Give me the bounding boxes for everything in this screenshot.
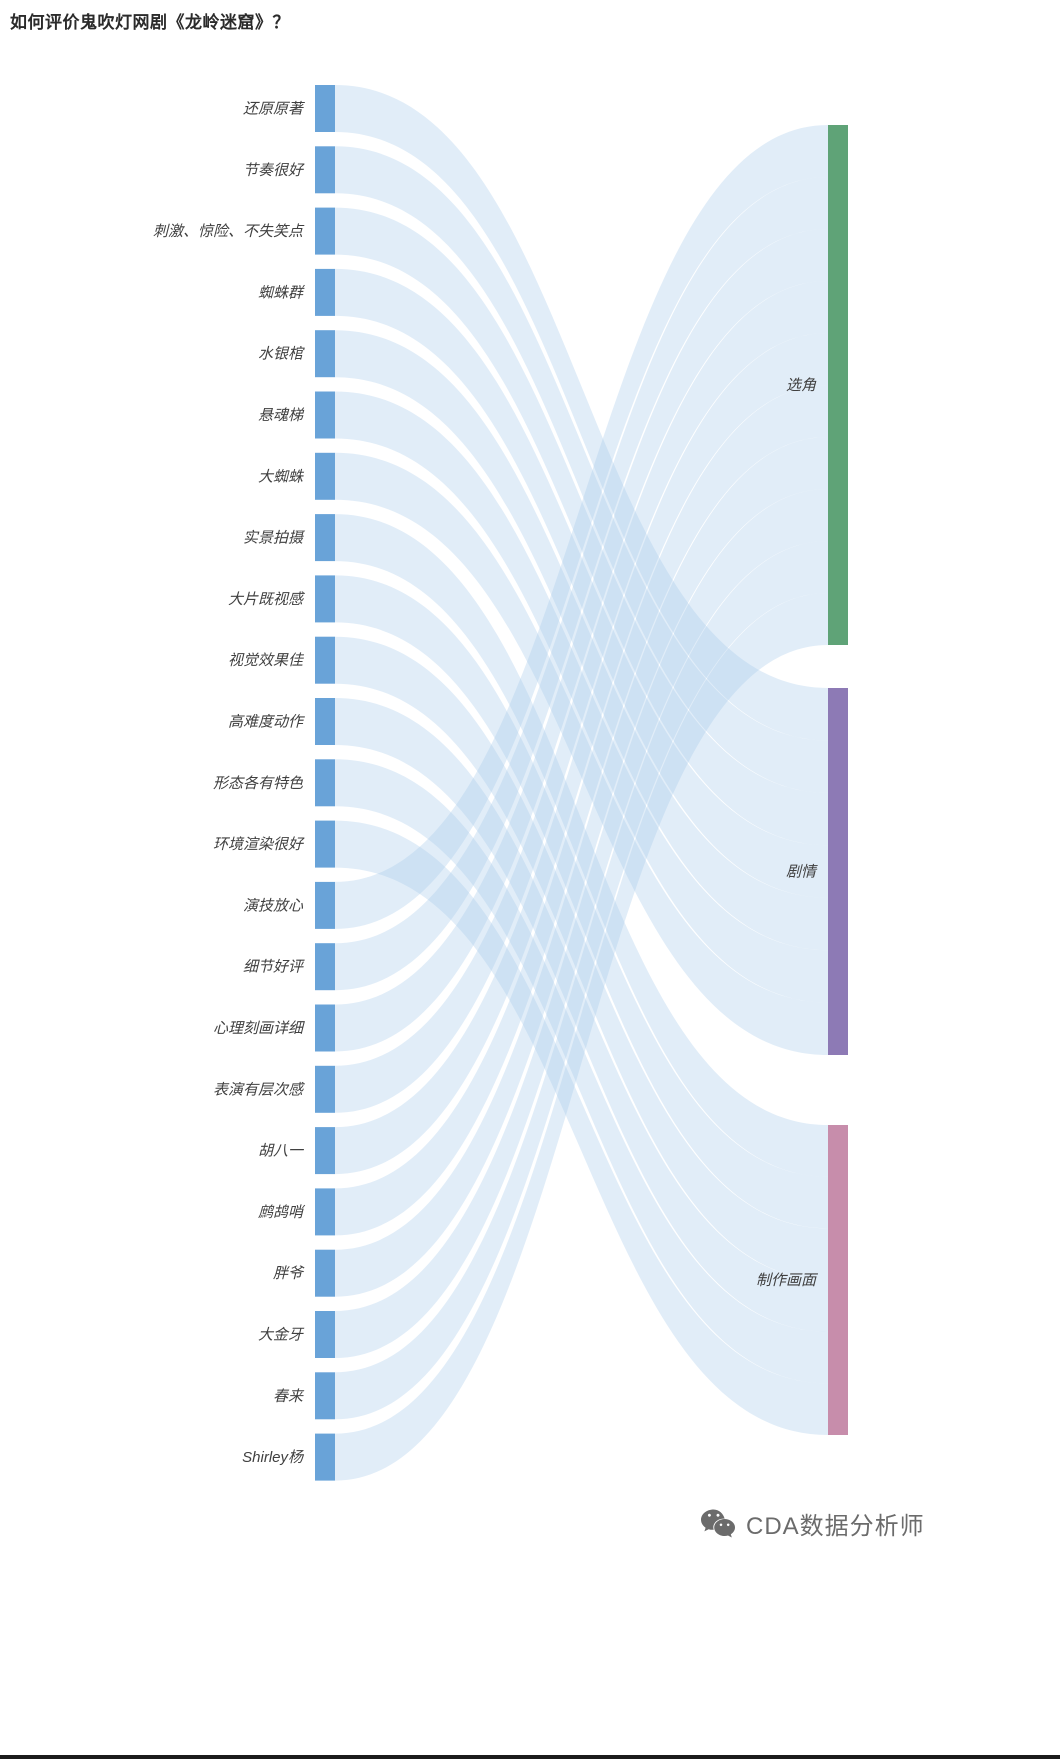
target-node-label: 制作画面 bbox=[756, 1272, 819, 1289]
source-node-label: 大片既视感 bbox=[228, 591, 305, 608]
flow-ribbon[interactable] bbox=[335, 330, 828, 951]
source-node-label: 节奏很好 bbox=[243, 162, 305, 179]
source-node-label: 悬魂梯 bbox=[258, 407, 305, 424]
flow-ribbon[interactable] bbox=[335, 268, 828, 898]
source-node[interactable] bbox=[315, 943, 335, 991]
flow-ribbon[interactable] bbox=[335, 593, 828, 1481]
source-node-label: 心理刻画详细 bbox=[213, 1020, 305, 1037]
source-node[interactable] bbox=[315, 514, 335, 562]
flow-ribbon[interactable] bbox=[335, 207, 828, 846]
flow-ribbon[interactable] bbox=[335, 636, 828, 1280]
source-node[interactable] bbox=[315, 85, 335, 132]
source-node[interactable] bbox=[315, 207, 335, 255]
wechat-logo-icon bbox=[700, 1508, 736, 1539]
flow-ribbon[interactable] bbox=[335, 385, 828, 1236]
footer: CDA数据分析师 bbox=[700, 1506, 925, 1541]
source-node-label: 春来 bbox=[273, 1388, 305, 1405]
source-node[interactable] bbox=[315, 1188, 335, 1236]
flow-ribbon[interactable] bbox=[335, 177, 828, 991]
flow-ribbon[interactable] bbox=[335, 125, 828, 929]
source-node[interactable] bbox=[315, 575, 335, 623]
source-node-label: 高难度动作 bbox=[228, 714, 305, 731]
source-node-label: 大蜘蛛 bbox=[258, 468, 305, 485]
page-title: 如何评价鬼吹灯网剧《龙岭迷窟》？ bbox=[10, 13, 290, 32]
flow-ribbon[interactable] bbox=[335, 333, 828, 1175]
flow-ribbon[interactable] bbox=[335, 541, 828, 1420]
flow-ribbon[interactable] bbox=[335, 489, 828, 1358]
target-node[interactable] bbox=[828, 1125, 848, 1435]
source-node-label: 形态各有特色 bbox=[213, 775, 304, 792]
source-node-label: Shirley杨 bbox=[242, 1449, 305, 1466]
source-node[interactable] bbox=[315, 1065, 335, 1113]
flow-ribbon[interactable] bbox=[335, 452, 828, 1055]
source-node-label: 还原原著 bbox=[243, 101, 305, 118]
source-node[interactable] bbox=[315, 759, 335, 807]
source-node[interactable] bbox=[315, 330, 335, 378]
source-node-label: 胡八一 bbox=[258, 1143, 305, 1160]
target-node-label: 选角 bbox=[786, 377, 817, 394]
source-node-label: 大金牙 bbox=[258, 1327, 305, 1344]
flow-ribbon[interactable] bbox=[335, 759, 828, 1384]
source-node-label: 表演有层次感 bbox=[213, 1081, 305, 1098]
flow-ribbon[interactable] bbox=[335, 391, 828, 1003]
source-node[interactable] bbox=[315, 636, 335, 684]
source-node[interactable] bbox=[315, 1311, 335, 1358]
target-node-label: 剧情 bbox=[786, 864, 818, 881]
flow-ribbon[interactable] bbox=[335, 281, 828, 1113]
source-node[interactable] bbox=[315, 698, 335, 745]
source-node[interactable] bbox=[315, 268, 335, 316]
source-node-label: 演技放心 bbox=[243, 897, 304, 914]
flow-ribbon[interactable] bbox=[335, 820, 828, 1435]
source-node-label: 胖爷 bbox=[273, 1265, 305, 1282]
source-node-label: 实景拍摄 bbox=[243, 530, 306, 547]
flow-ribbon[interactable] bbox=[335, 146, 828, 793]
source-node-label: 鹧鸪哨 bbox=[258, 1204, 306, 1221]
source-node-label: 蜘蛛群 bbox=[258, 284, 305, 301]
flow-ribbon[interactable] bbox=[335, 514, 828, 1177]
source-node-label: 视觉效果佳 bbox=[228, 652, 305, 669]
source-node-label: 环境渲染很好 bbox=[213, 836, 305, 853]
source-node[interactable] bbox=[315, 1433, 335, 1481]
source-node[interactable] bbox=[315, 1127, 335, 1175]
bottom-border bbox=[0, 1755, 1060, 1759]
source-node[interactable] bbox=[315, 146, 335, 194]
flow-ribbon[interactable] bbox=[335, 437, 828, 1297]
source-node-label: 水银棺 bbox=[258, 346, 305, 363]
source-node[interactable] bbox=[315, 820, 335, 868]
target-node[interactable] bbox=[828, 125, 848, 645]
source-node[interactable] bbox=[315, 452, 335, 500]
brand-name: CDA数据分析师 bbox=[746, 1513, 925, 1540]
flow-ribbon[interactable] bbox=[335, 698, 828, 1332]
source-node-label: 刺激、惊险、不失笑点 bbox=[153, 223, 305, 240]
source-node[interactable] bbox=[315, 881, 335, 929]
source-node[interactable] bbox=[315, 1004, 335, 1052]
source-node[interactable] bbox=[315, 391, 335, 439]
target-node[interactable] bbox=[828, 688, 848, 1055]
source-node-label: 细节好评 bbox=[243, 959, 305, 976]
flow-ribbon[interactable] bbox=[335, 575, 828, 1229]
flow-ribbon[interactable] bbox=[335, 85, 828, 741]
source-node[interactable] bbox=[315, 1372, 335, 1420]
flow-ribbon[interactable] bbox=[335, 229, 828, 1052]
source-node[interactable] bbox=[315, 1249, 335, 1297]
